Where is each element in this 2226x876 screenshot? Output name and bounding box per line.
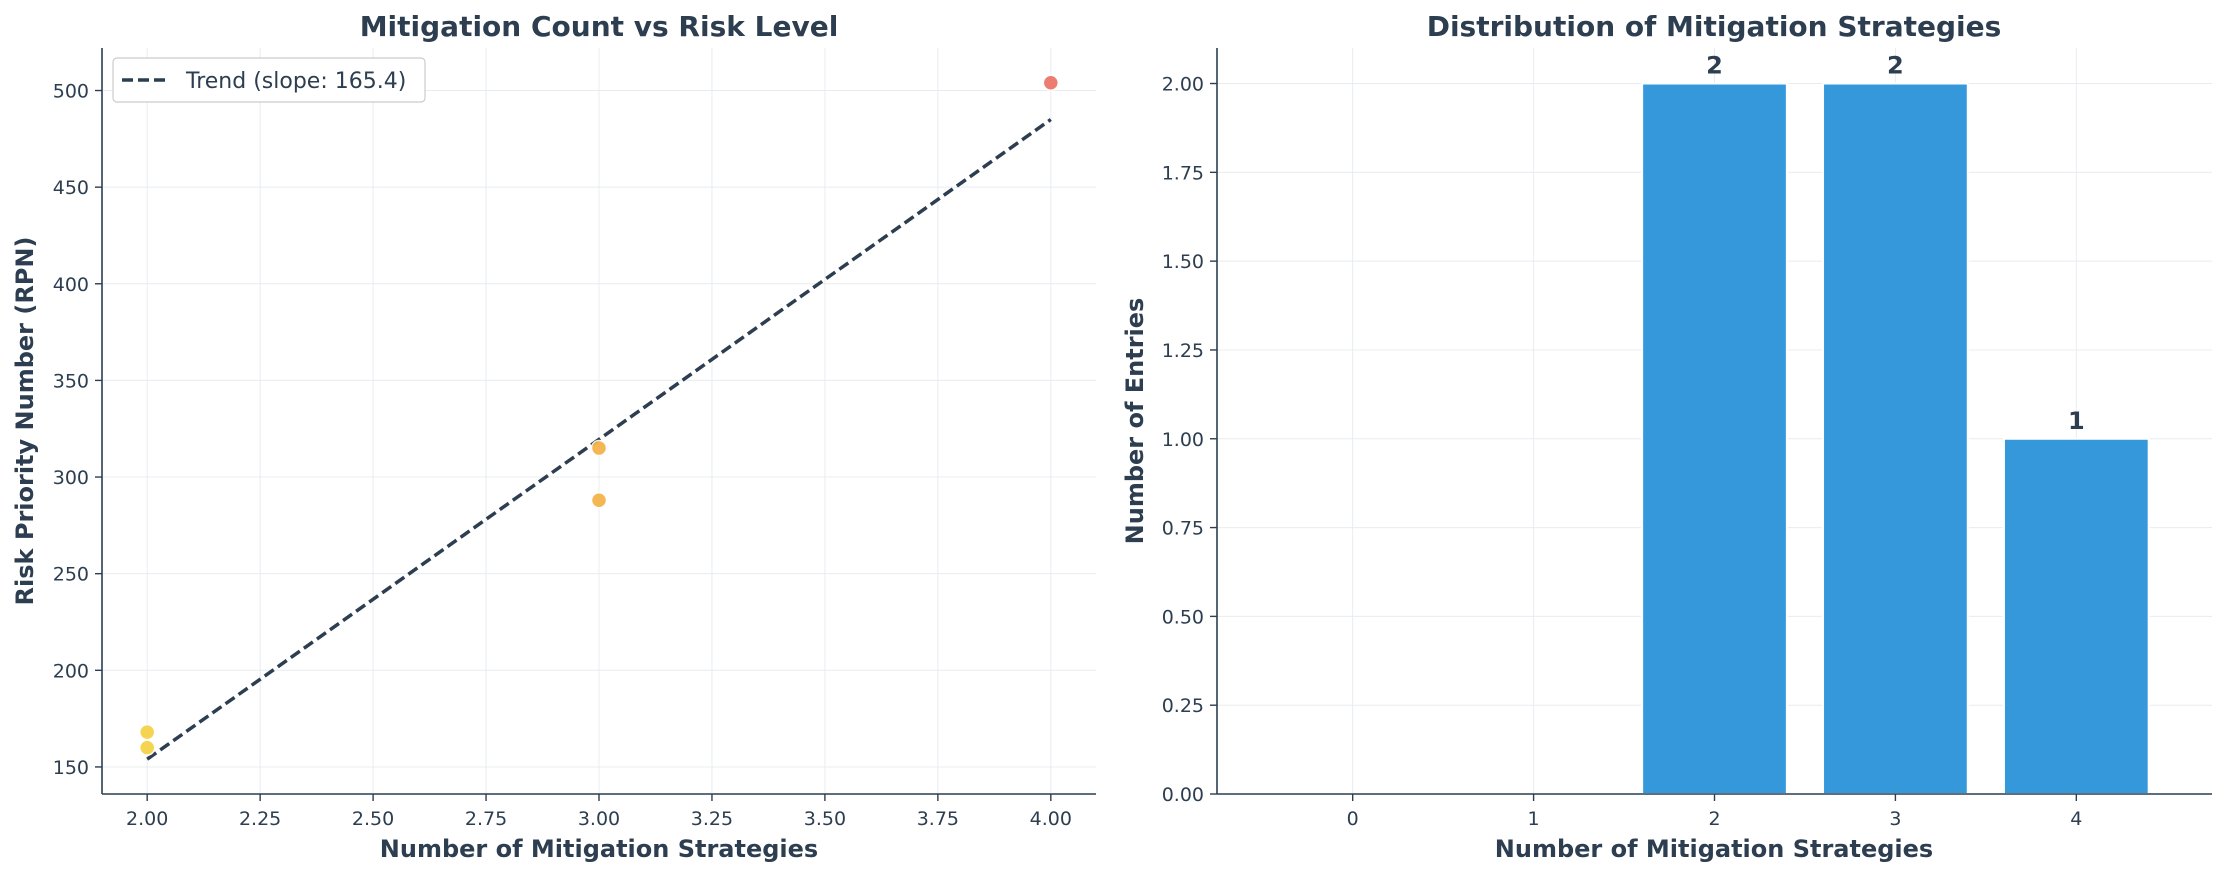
- bar-x-tick-label: 0: [1347, 808, 1359, 830]
- bar: [2002, 437, 2150, 795]
- bar-y-label: Number of Entries: [1121, 298, 1149, 545]
- bar-x-tick-label: 4: [2070, 808, 2082, 830]
- scatter-x-tick-label: 3.00: [578, 808, 620, 830]
- scatter-y-tick-label: 500: [53, 81, 89, 103]
- bar-panel: 2 2 1 0 1 2 3 4 0.00 0.25 0.50 0.75 1.00 1.25 1.50 1.…: [1121, 10, 2212, 863]
- scatter-point: [590, 491, 608, 509]
- scatter-point: [1042, 74, 1060, 92]
- bar-y-tick-label: 0.25: [1162, 695, 1204, 717]
- bar: [1641, 82, 1788, 796]
- scatter-points: [138, 74, 1060, 756]
- bar-y-tick-label: 0.00: [1162, 784, 1204, 806]
- bar-y-tick-label: 1.00: [1162, 429, 1204, 451]
- bar-title: Distribution of Mitigation Strategies: [1427, 10, 2002, 43]
- legend-trend-label: Trend (slope: 165.4): [185, 69, 406, 94]
- bar-value-label: 2: [1706, 52, 1723, 80]
- legend-box: [112, 57, 426, 103]
- bar-y-tick-label: 1.25: [1162, 340, 1204, 362]
- scatter-y-tick-label: 200: [53, 660, 89, 682]
- bar-y-tick-label: 2.00: [1162, 74, 1204, 96]
- scatter-point: [590, 439, 608, 457]
- scatter-panel: 2.00 2.25 2.50 2.75 3.00 3.25 3.50 3.75 4.00 150…: [11, 10, 1096, 863]
- scatter-x-tick-label: 2.50: [352, 808, 394, 830]
- bar-x-ticks: 0 1 2 3 4: [1347, 794, 2082, 830]
- bars: 2 2 1: [1641, 52, 2150, 796]
- trend-line: [146, 118, 1052, 761]
- scatter-y-tick-label: 350: [53, 370, 89, 392]
- scatter-x-ticks: 2.00 2.25 2.50 2.75 3.00 3.25 3.50 3.75 4.00: [126, 794, 1072, 830]
- scatter-x-label: Number of Mitigation Strategies: [380, 835, 818, 863]
- bar-y-tick-label: 0.50: [1162, 606, 1204, 628]
- scatter-title: Mitigation Count vs Risk Level: [360, 10, 839, 43]
- bar-x-tick-label: 3: [1889, 808, 1901, 830]
- scatter-y-tick-label: 400: [53, 274, 89, 296]
- scatter-x-tick-label: 3.25: [691, 808, 733, 830]
- scatter-y-tick-label: 300: [53, 467, 89, 489]
- scatter-x-tick-label: 3.50: [804, 808, 846, 830]
- scatter-point: [138, 723, 156, 741]
- legend: Trend (slope: 165.4): [112, 57, 426, 103]
- bar-value-label: 2: [1887, 52, 1904, 80]
- scatter-y-label: Risk Priority Number (RPN): [11, 237, 39, 606]
- scatter-x-tick-label: 2.00: [126, 808, 168, 830]
- bar-y-ticks: 0.00 0.25 0.50 0.75 1.00 1.25 1.50 1.75 2.00: [1162, 74, 1217, 806]
- bar-x-tick-label: 1: [1528, 808, 1540, 830]
- bar-y-tick-label: 1.50: [1162, 251, 1204, 273]
- bar-value-label: 1: [2068, 407, 2085, 435]
- bar: [1822, 82, 1969, 796]
- scatter-x-tick-label: 2.75: [465, 808, 507, 830]
- scatter-x-tick-label: 2.25: [239, 808, 281, 830]
- scatter-x-tick-label: 3.75: [917, 808, 959, 830]
- scatter-y-tick-label: 450: [53, 177, 89, 199]
- scatter-y-tick-label: 150: [53, 757, 89, 779]
- scatter-x-tick-label: 4.00: [1030, 808, 1072, 830]
- scatter-y-tick-label: 250: [53, 564, 89, 586]
- bar-y-tick-label: 1.75: [1162, 162, 1204, 184]
- bar-x-tick-label: 2: [1708, 808, 1720, 830]
- scatter-grid: [102, 48, 1096, 794]
- scatter-point: [138, 739, 156, 756]
- bar-x-label: Number of Mitigation Strategies: [1495, 835, 1933, 863]
- bar-y-tick-label: 0.75: [1162, 518, 1204, 540]
- scatter-y-ticks: 150 200 250 300 350 400 450 500: [53, 81, 102, 779]
- trend-line-group: [146, 118, 1052, 761]
